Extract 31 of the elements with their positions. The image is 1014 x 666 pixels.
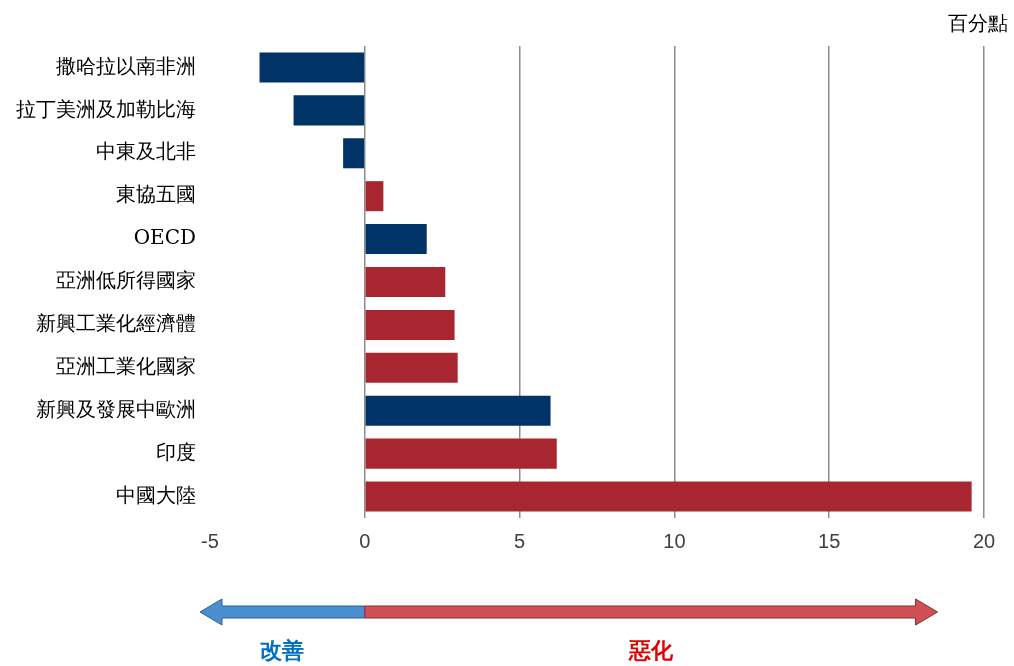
x-tick-label: -5: [201, 529, 219, 552]
y-tick-label: 東協五國: [116, 182, 196, 207]
x-tick-label: 15: [818, 529, 841, 552]
bar: [365, 395, 551, 426]
y-tick-label: 中東及北非: [96, 139, 196, 164]
y-tick-label: 撒哈拉以南非洲: [56, 53, 196, 78]
x-tick-label: 5: [514, 529, 526, 552]
x-tick-label: 0: [359, 529, 371, 552]
bar: [343, 138, 365, 169]
x-tick-label: 10: [663, 529, 686, 552]
y-tick-label: 新興及發展中歐洲: [36, 396, 196, 421]
y-tick-label: 新興工業化經濟體: [36, 311, 196, 336]
y-tick-label: 印度: [156, 439, 196, 464]
text: 百分點: [948, 10, 1008, 37]
y-tick-label: 拉丁美洲及加勒比海: [16, 96, 196, 121]
bar: [293, 95, 365, 126]
bar: [365, 438, 557, 469]
bar: [365, 352, 458, 383]
text: 改善: [260, 636, 305, 665]
bar: [365, 181, 384, 212]
y-tick-label: 亞洲低所得國家: [56, 268, 196, 293]
bar: [365, 224, 427, 255]
text: 惡化: [629, 636, 674, 665]
y-tick-label: 中國大陸: [116, 482, 196, 507]
bar: [365, 309, 455, 340]
y-tick-label: OECD: [133, 225, 196, 250]
bar: [259, 52, 365, 83]
y-tick-label: 亞洲工業化國家: [56, 354, 196, 379]
bar: [365, 266, 446, 298]
x-tick-label: 20: [972, 529, 996, 552]
bar: [365, 481, 972, 512]
